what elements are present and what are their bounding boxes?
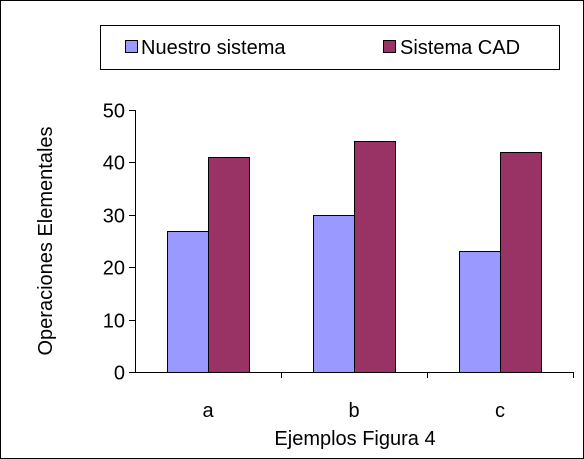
legend-label-sistema-cad: Sistema CAD bbox=[400, 37, 520, 59]
y-tick-label: 10 bbox=[103, 311, 125, 333]
y-axis-title: Operaciones Elementales bbox=[35, 126, 57, 355]
legend-label-nuestro-sistema: Nuestro sistema bbox=[141, 37, 286, 59]
y-axis-ticks: 0 10 20 30 40 50 bbox=[103, 101, 135, 385]
y-tick-label: 0 bbox=[114, 363, 125, 385]
bar-nuestro-sistema-b bbox=[313, 215, 355, 373]
y-tick-label: 50 bbox=[103, 101, 125, 123]
bar-sistema-cad-b bbox=[354, 141, 396, 373]
y-tick-label: 20 bbox=[103, 258, 125, 280]
y-tick-label: 40 bbox=[103, 153, 125, 175]
bar-sistema-cad-a bbox=[208, 157, 250, 373]
legend-box bbox=[100, 25, 560, 70]
bar-nuestro-sistema-c bbox=[459, 251, 501, 373]
legend: Nuestro sistema Sistema CAD bbox=[100, 25, 560, 70]
x-tick-label-b: b bbox=[348, 400, 359, 422]
bar-nuestro-sistema-a bbox=[167, 231, 209, 373]
y-tick-label: 30 bbox=[103, 206, 125, 228]
bar-sistema-cad-c bbox=[500, 152, 542, 373]
legend-swatch-nuestro-sistema bbox=[125, 40, 138, 53]
x-axis-title: Ejemplos Figura 4 bbox=[274, 428, 435, 450]
x-tick-label-a: a bbox=[202, 400, 214, 422]
legend-swatch-sistema-cad bbox=[383, 40, 396, 53]
bars bbox=[167, 141, 542, 373]
x-tick-label-c: c bbox=[495, 400, 505, 422]
